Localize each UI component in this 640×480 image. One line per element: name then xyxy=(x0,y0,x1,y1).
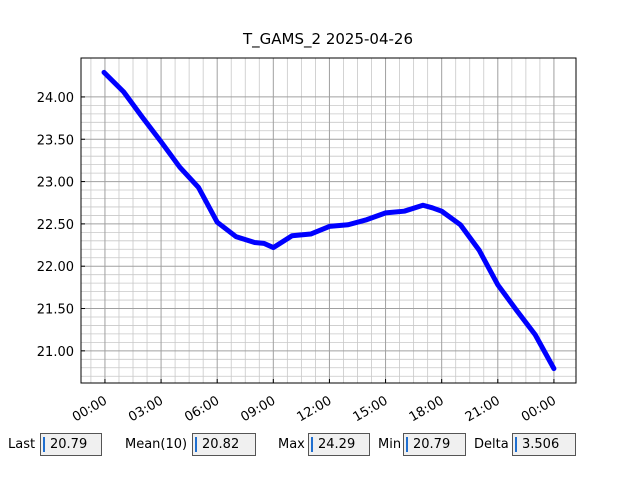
x-tick-label: 18:00 xyxy=(407,393,447,425)
stat-field[interactable]: 20.79 xyxy=(40,433,102,456)
y-tick-label: 23.50 xyxy=(37,133,74,148)
y-tick-label: 23.00 xyxy=(37,176,74,191)
x-tick-label: 21:00 xyxy=(463,393,503,425)
x-tick-label: 00:00 xyxy=(519,393,559,425)
chart: T_GAMS_2 2025-04-26 21.00 21.50 22.00 22.50… xyxy=(37,30,577,425)
y-tick-label: 22.50 xyxy=(37,218,74,233)
stat-label: Max xyxy=(278,437,305,452)
y-tick-label: 21.50 xyxy=(37,303,74,318)
x-tick-label: 12:00 xyxy=(294,393,334,425)
data-line xyxy=(101,69,557,372)
x-tick-label: 09:00 xyxy=(238,393,278,425)
stat-field[interactable]: 20.82 xyxy=(192,433,256,456)
stat-label: Min xyxy=(378,437,402,452)
stat-field[interactable]: 3.506 xyxy=(512,433,576,456)
y-tick-label: 22.00 xyxy=(37,260,74,275)
stat-label: Mean(10) xyxy=(125,437,188,452)
plot-frame xyxy=(80,57,577,384)
x-tick-label: 03:00 xyxy=(126,393,166,425)
x-tick-label: 15:00 xyxy=(351,393,391,425)
y-tick-label: 21.00 xyxy=(37,345,74,360)
chart-title: T_GAMS_2 2025-04-26 xyxy=(242,30,413,49)
stat-field[interactable]: 24.29 xyxy=(308,433,370,456)
x-tick-label: 06:00 xyxy=(182,393,222,425)
stat-field[interactable]: 20.79 xyxy=(403,433,466,456)
stat-label: Last xyxy=(8,437,36,452)
x-tick-label: 00:00 xyxy=(70,393,110,425)
stat-label: Delta xyxy=(474,437,509,452)
y-tick-label: 24.00 xyxy=(37,91,74,106)
